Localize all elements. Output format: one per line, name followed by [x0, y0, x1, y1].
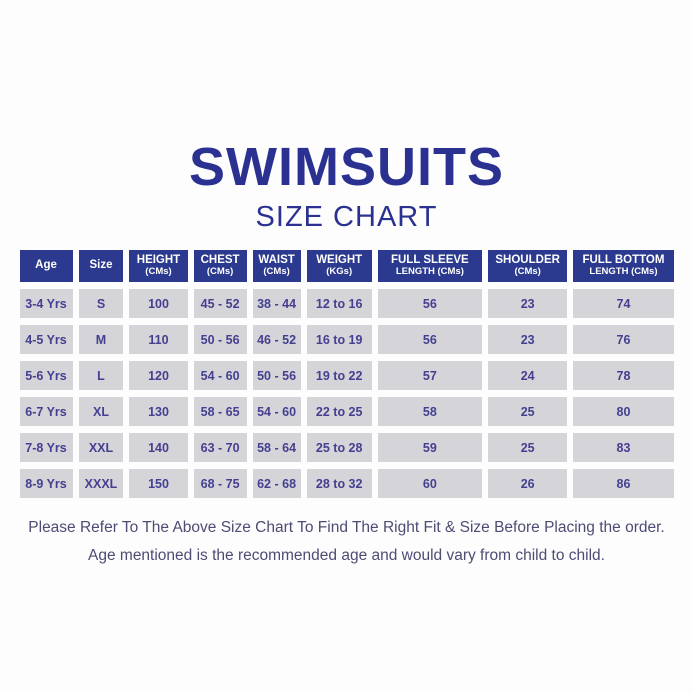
- cell-full-bottom-length: 78: [573, 361, 674, 390]
- cell-shoulder: 23: [487, 325, 568, 354]
- header-unit: (CMs): [514, 266, 541, 278]
- cell-full-bottom-length: 86: [573, 469, 674, 498]
- cell-height: 110: [129, 325, 188, 354]
- cell-waist: 58 - 64: [252, 433, 301, 462]
- column-header-full-sleeve-length: FULL SLEEVE LENGTH (CMs): [377, 250, 482, 282]
- cell-age: 8-9 Yrs: [19, 469, 73, 498]
- footer-note-fit: Please Refer To The Above Size Chart To …: [28, 519, 665, 536]
- header-label: Age: [35, 259, 57, 272]
- cell-age: 3-4 Yrs: [19, 289, 73, 318]
- cell-waist: 54 - 60: [252, 397, 301, 426]
- cell-weight: 28 to 32: [306, 469, 372, 498]
- cell-height: 140: [129, 433, 188, 462]
- column-header-shoulder: SHOULDER (CMs): [487, 250, 568, 282]
- table-row: 7-8 Yrs XXL 140 63 - 70 58 - 64 25 to 28…: [19, 433, 674, 462]
- column-header-age: Age: [19, 250, 73, 282]
- cell-shoulder: 23: [487, 289, 568, 318]
- header-label: SHOULDER: [495, 253, 560, 266]
- cell-full-sleeve-length: 59: [377, 433, 482, 462]
- header-label: WAIST: [258, 253, 295, 266]
- cell-shoulder: 26: [487, 469, 568, 498]
- cell-age: 5-6 Yrs: [19, 361, 73, 390]
- table-row: 8-9 Yrs XXXL 150 68 - 75 62 - 68 28 to 3…: [19, 469, 674, 498]
- cell-height: 120: [129, 361, 188, 390]
- header-unit: LENGTH (CMs): [395, 266, 464, 278]
- cell-full-sleeve-length: 60: [377, 469, 482, 498]
- cell-full-bottom-length: 74: [573, 289, 674, 318]
- cell-waist: 50 - 56: [252, 361, 301, 390]
- cell-weight: 22 to 25: [306, 397, 372, 426]
- column-header-waist: WAIST (CMs): [252, 250, 301, 282]
- cell-height: 150: [129, 469, 188, 498]
- header-row: Age Size HEIGHT (CMs) CHEST (CMs) WAIST (CM…: [19, 250, 674, 282]
- cell-full-sleeve-length: 58: [377, 397, 482, 426]
- table-row: 5-6 Yrs L 120 54 - 60 50 - 56 19 to 22 5…: [19, 361, 674, 390]
- cell-chest: 63 - 70: [193, 433, 247, 462]
- size-chart-table: Age Size HEIGHT (CMs) CHEST (CMs) WAIST (CM…: [14, 243, 680, 505]
- cell-height: 130: [129, 397, 188, 426]
- cell-age: 4-5 Yrs: [19, 325, 73, 354]
- cell-age: 6-7 Yrs: [19, 397, 73, 426]
- column-header-full-bottom-length: FULL BOTTOM LENGTH (CMs): [573, 250, 674, 282]
- cell-weight: 19 to 22: [306, 361, 372, 390]
- cell-chest: 50 - 56: [193, 325, 247, 354]
- cell-full-bottom-length: 80: [573, 397, 674, 426]
- header-unit: (CMs): [145, 266, 172, 278]
- cell-size: XXXL: [78, 469, 124, 498]
- cell-shoulder: 24: [487, 361, 568, 390]
- cell-size: S: [78, 289, 124, 318]
- cell-full-bottom-length: 76: [573, 325, 674, 354]
- cell-shoulder: 25: [487, 433, 568, 462]
- header-unit: (CMs): [206, 266, 234, 278]
- page-subtitle: SIZE CHART: [255, 201, 438, 233]
- cell-size: M: [78, 325, 124, 354]
- cell-chest: 54 - 60: [193, 361, 247, 390]
- column-header-chest: CHEST (CMs): [193, 250, 247, 282]
- header-label: WEIGHT: [316, 253, 363, 266]
- cell-full-sleeve-length: 56: [377, 325, 482, 354]
- cell-chest: 68 - 75: [193, 469, 247, 498]
- cell-weight: 25 to 28: [306, 433, 372, 462]
- cell-waist: 46 - 52: [252, 325, 301, 354]
- cell-chest: 45 - 52: [193, 289, 247, 318]
- column-header-size: Size: [78, 250, 124, 282]
- header-unit: (KGs): [326, 266, 353, 278]
- cell-waist: 38 - 44: [252, 289, 301, 318]
- cell-full-bottom-length: 83: [573, 433, 674, 462]
- cell-height: 100: [129, 289, 188, 318]
- cell-full-sleeve-length: 56: [377, 289, 482, 318]
- header-unit: (CMs): [263, 266, 290, 278]
- cell-waist: 62 - 68: [252, 469, 301, 498]
- header-label: FULL SLEEVE: [390, 253, 469, 266]
- cell-size: XL: [78, 397, 124, 426]
- cell-chest: 58 - 65: [193, 397, 247, 426]
- table-row: 6-7 Yrs XL 130 58 - 65 54 - 60 22 to 25 …: [19, 397, 674, 426]
- header-label: FULL BOTTOM: [582, 253, 665, 266]
- header-label: CHEST: [200, 253, 240, 266]
- table-row: 4-5 Yrs M 110 50 - 56 46 - 52 16 to 19 5…: [19, 325, 674, 354]
- cell-size: XXL: [78, 433, 124, 462]
- header-unit: LENGTH (CMs): [589, 266, 658, 278]
- header-label: Size: [89, 259, 113, 272]
- cell-shoulder: 25: [487, 397, 568, 426]
- cell-weight: 12 to 16: [306, 289, 372, 318]
- table-row: 3-4 Yrs S 100 45 - 52 38 - 44 12 to 16 5…: [19, 289, 674, 318]
- column-header-height: HEIGHT (CMs): [129, 250, 188, 282]
- cell-age: 7-8 Yrs: [19, 433, 73, 462]
- cell-size: L: [78, 361, 124, 390]
- header-label: HEIGHT: [136, 253, 181, 266]
- column-header-weight: WEIGHT (KGs): [306, 250, 372, 282]
- cell-weight: 16 to 19: [306, 325, 372, 354]
- footer-note-age: Age mentioned is the recommended age and…: [88, 547, 605, 565]
- page-title: SWIMSUITS: [189, 137, 504, 197]
- cell-full-sleeve-length: 57: [377, 361, 482, 390]
